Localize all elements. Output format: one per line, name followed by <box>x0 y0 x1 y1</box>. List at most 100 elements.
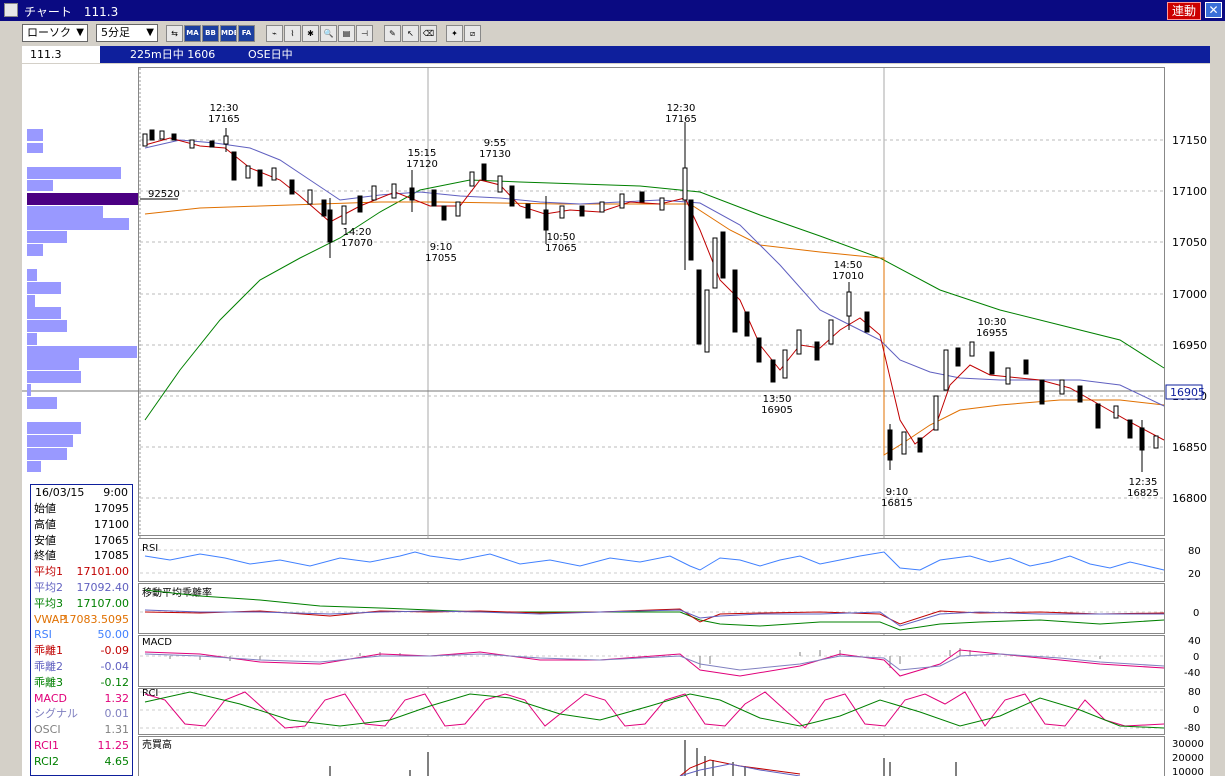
close-icon[interactable]: ✕ <box>1205 2 1222 18</box>
data-row: RCI2 4.65 <box>31 754 132 770</box>
annotation-price: 17120 <box>406 159 438 170</box>
rci1-line <box>144 691 1165 729</box>
data-date: 16/03/15 <box>35 486 85 499</box>
volume-tick: 20000 <box>1172 753 1204 764</box>
data-row-label: 平均2 <box>34 580 63 594</box>
line-chart-icon[interactable]: ⌁ <box>266 25 283 42</box>
annotation-price: 16955 <box>976 328 1008 339</box>
volume-profile <box>27 129 137 472</box>
macd-panel <box>138 635 1165 687</box>
data-row-label: 安値 <box>34 533 56 547</box>
price-tick: 16950 <box>1172 339 1207 352</box>
grid-icon[interactable]: ▤ <box>338 25 355 42</box>
rci-tick: -80 <box>1184 723 1200 734</box>
data-row-value: 17100 <box>94 517 129 531</box>
settings-icon[interactable]: ✦ <box>446 25 463 42</box>
price-panel-frame <box>138 67 1165 536</box>
data-row-label: RSI <box>34 628 52 642</box>
macd-label: MACD <box>142 637 172 648</box>
ma-button[interactable]: MA <box>184 25 201 42</box>
volume-bars <box>329 740 957 776</box>
bb-button[interactable]: BB <box>202 25 219 42</box>
data-row-label: 乖離3 <box>34 675 63 689</box>
annotation-time: 10:30 <box>978 317 1007 328</box>
current-price-marker <box>1165 384 1203 400</box>
kairi2-line <box>144 609 1164 627</box>
annotation-price: 17055 <box>425 253 457 264</box>
chevron-down-icon: ▼ <box>76 27 84 38</box>
data-row: 乖離1 -0.09 <box>31 643 132 659</box>
data-row: 終値 17085 <box>31 548 132 564</box>
data-row-value: 17095 <box>94 502 129 515</box>
data-row: 平均1 17101.00 <box>31 564 132 580</box>
cursor-line-icon[interactable]: ⊣ <box>356 25 373 42</box>
data-row: 安値 17065 <box>31 533 132 549</box>
chart-type-select[interactable]: ローソク ▼ <box>22 24 88 42</box>
pointer-icon[interactable]: ↖ <box>402 25 419 42</box>
data-window-header: 16/03/15 9:00 <box>31 485 132 501</box>
data-row: 乖離3 -0.12 <box>31 675 132 691</box>
rsi-label: RSI <box>142 543 158 554</box>
eraser-icon[interactable]: ⌫ <box>420 25 437 42</box>
data-row: RSI 50.00 <box>31 627 132 643</box>
pen-icon[interactable]: ✎ <box>384 25 401 42</box>
chart-svg[interactable]: 17150 17100 17050 17000 16950 16900 1685… <box>22 64 1210 776</box>
fa-button[interactable]: FA <box>238 25 255 42</box>
data-row: MACD 1.32 <box>31 691 132 707</box>
data-row-label: シグナル <box>34 707 78 721</box>
data-row-label: 終値 <box>34 549 56 563</box>
annotation-time: 13:50 <box>763 394 792 405</box>
annotation-time: 10:50 <box>547 232 576 243</box>
data-row-value: 11.25 <box>97 738 130 752</box>
data-row: 平均2 17092.40 <box>31 580 132 596</box>
data-row-value: 17107.00 <box>76 596 130 610</box>
data-row-value: 1.31 <box>104 723 130 737</box>
link-toggle-button[interactable]: 連動 <box>1166 2 1201 20</box>
kairi-label: 移動平均乖離率 <box>142 586 212 599</box>
data-row-value: 17101.00 <box>76 565 130 579</box>
data-row-label: VWAP <box>34 612 66 626</box>
instrument-label: 225m日中 1606 <box>130 48 216 61</box>
interval-select[interactable]: 5分足 ▼ <box>96 24 158 42</box>
chevron-down-icon: ▼ <box>146 27 154 38</box>
annotation-time: 9:10 <box>430 242 452 253</box>
zoom-icon[interactable]: 🔍 <box>320 25 337 42</box>
rci-label: RCI <box>142 688 158 699</box>
mde-button[interactable]: MDE <box>220 25 237 42</box>
data-row-value: 17085 <box>94 549 129 563</box>
volume-profile-peak <box>27 193 138 205</box>
volume-ma2-line <box>679 763 801 776</box>
data-time: 9:00 <box>103 486 128 499</box>
annotation-price: 16905 <box>761 405 793 416</box>
chart-type-value: ローソク <box>27 26 71 39</box>
rsi-tick: 80 <box>1188 546 1201 557</box>
price-tick: 17000 <box>1172 288 1207 301</box>
price-tick: 17150 <box>1172 134 1207 147</box>
cross-icon[interactable]: ✱ <box>302 25 319 42</box>
annotation-time: 14:20 <box>343 227 372 238</box>
instrument-bar: 111.3 225m日中 1606 OSE日中 <box>22 46 1210 63</box>
macd-tick: -40 <box>1184 668 1200 679</box>
data-row-value: 17092.40 <box>76 580 130 594</box>
data-row-value: 17065 <box>94 533 129 547</box>
rci-panel <box>138 688 1165 735</box>
data-row: VWAP 17083.5095 <box>31 612 132 628</box>
rci-tick: 80 <box>1188 687 1201 698</box>
data-row-value: 50.00 <box>97 628 130 642</box>
annotation-price: 17010 <box>832 271 864 282</box>
annotation-time: 12:35 <box>1129 477 1158 488</box>
data-row-label: 乖離2 <box>34 659 63 673</box>
data-row-label: 平均3 <box>34 596 63 610</box>
data-row-label: 乖離1 <box>34 644 63 658</box>
data-row: OSCI 1.31 <box>31 722 132 738</box>
indicator-icon[interactable]: ⌇ <box>284 25 301 42</box>
toolbar: ローソク ▼ 5分足 ▼ ⇆ MA BB MDE FA ⌁ ⌇ ✱ 🔍 ▤ ⊣ ✎ … <box>0 21 1225 46</box>
session-label: OSE日中 <box>248 48 293 61</box>
annotation-price: 16815 <box>881 498 913 509</box>
print-icon[interactable]: ⧄ <box>464 25 481 42</box>
data-row-label: 平均1 <box>34 565 63 579</box>
chart-area[interactable]: 17150 17100 17050 17000 16950 16900 1685… <box>22 64 1210 776</box>
data-row: シグナル 0.01 <box>31 706 132 722</box>
compare-button[interactable]: ⇆ <box>166 25 183 42</box>
